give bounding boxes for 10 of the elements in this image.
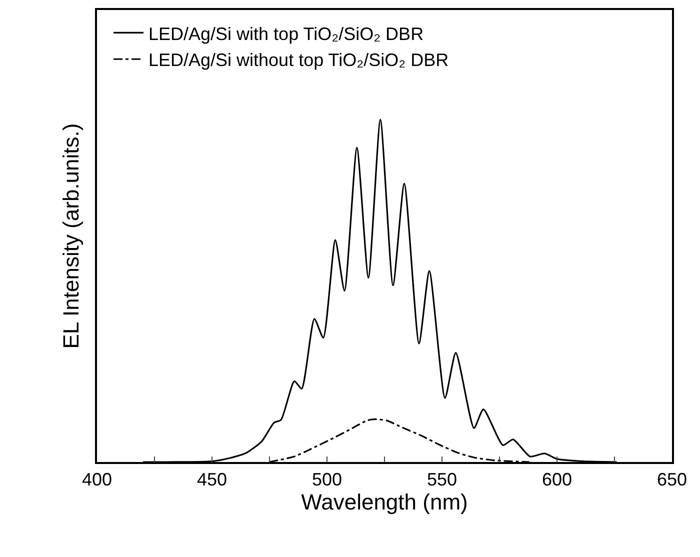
x-tick-label: 400 (82, 469, 112, 490)
legend-label: LED/Ag/Si with top TiO₂/SiO₂ DBR (148, 24, 424, 44)
x-axis-title: Wavelength (nm) (301, 490, 468, 515)
x-tick-label: 600 (542, 469, 572, 490)
x-tick-label: 550 (426, 469, 458, 490)
x-tick-label: 500 (312, 469, 342, 490)
y-axis-title: EL Intensity (arb.units.) (58, 123, 84, 349)
x-tick-label: 650 (656, 469, 688, 490)
legend-label: LED/Ag/Si without top TiO₂/SiO₂ DBR (148, 50, 449, 70)
x-tick-label: 450 (196, 469, 228, 490)
